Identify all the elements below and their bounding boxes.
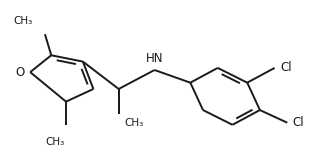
Text: CH₃: CH₃ <box>46 137 65 147</box>
Text: CH₃: CH₃ <box>13 16 32 26</box>
Text: HN: HN <box>146 52 163 65</box>
Text: CH₃: CH₃ <box>124 118 143 128</box>
Text: Cl: Cl <box>293 116 304 129</box>
Text: O: O <box>15 66 24 79</box>
Text: Cl: Cl <box>280 61 292 74</box>
